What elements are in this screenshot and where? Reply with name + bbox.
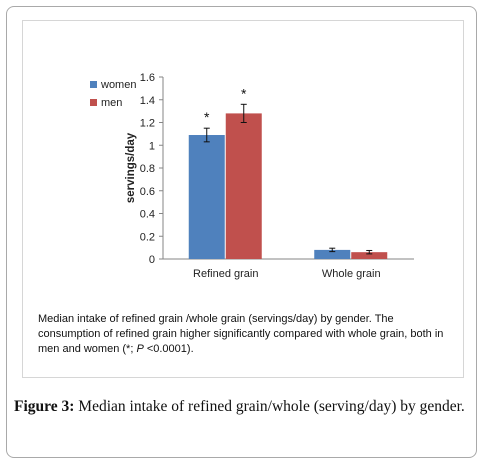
inner-caption-line-2: consumption of refined grain higher sign…: [38, 328, 444, 340]
y-tick-label: 1.2: [140, 118, 155, 130]
figure-label: Figure 3:: [14, 398, 75, 415]
legend-label-women: women: [100, 79, 136, 91]
y-tick-label: 0.6: [140, 186, 155, 198]
inner-caption-line-1: Median intake of refined grain /whole gr…: [38, 313, 394, 325]
y-tick-label: 1.6: [140, 72, 155, 84]
y-tick-label: 0: [149, 254, 155, 266]
bar-chart: 0 0.2 0.4 0.6 0.8 1 1.2 1.4 1.6 servings/day * * Ref…: [90, 72, 414, 280]
y-tick-label: 1: [149, 140, 155, 152]
legend-swatch-men: [90, 99, 97, 106]
y-tick-label: 0.2: [140, 231, 155, 243]
inner-caption-line-3: men and women (*; P <0.0001).: [38, 343, 194, 355]
figure-caption: Figure 3: Median intake of refined grain…: [14, 396, 469, 417]
chart-inner-caption: Median intake of refined grain /whole gr…: [38, 312, 458, 357]
significance-marker: *: [204, 109, 210, 125]
legend-swatch-women: [90, 81, 97, 88]
figure-caption-text: Median intake of refined grain/whole (se…: [74, 398, 465, 415]
y-tick-label: 1.4: [140, 95, 155, 107]
x-tick-label: Whole grain: [322, 268, 381, 280]
significance-marker: *: [241, 85, 247, 101]
bar-women-0: [188, 135, 225, 259]
bar-men-0: [225, 113, 262, 260]
legend-label-men: men: [101, 97, 122, 109]
bar-men-1: [351, 252, 388, 259]
x-tick-label: Refined grain: [193, 268, 258, 280]
bar-women-1: [314, 249, 351, 259]
y-tick-label: 0.4: [140, 209, 155, 221]
y-axis-label: servings/day: [125, 132, 137, 203]
y-tick-label: 0.8: [140, 163, 155, 175]
chart-panel: [22, 20, 464, 378]
